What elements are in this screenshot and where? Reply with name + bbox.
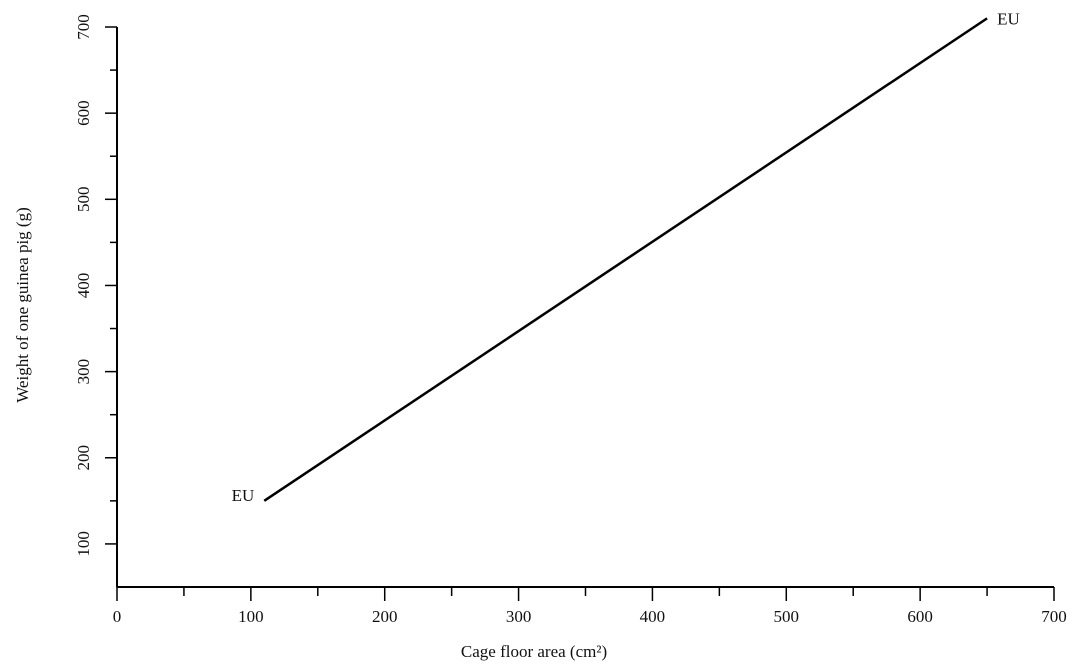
y-tick-label: 700: [74, 14, 93, 40]
y-tick-label: 400: [74, 273, 93, 299]
x-tick-label: 500: [774, 607, 800, 626]
series-layer: [263, 17, 988, 502]
x-axis-ticks: 0 100 200 300 400 500 600 700: [113, 587, 1067, 626]
y-tick-label: 100: [74, 531, 93, 557]
x-tick-label: 300: [506, 607, 532, 626]
x-tick-label: 0: [113, 607, 122, 626]
y-axis-label: Weight of one guinea pig (g): [13, 207, 32, 403]
eu-annotation: EU: [232, 486, 255, 505]
y-tick-label: 300: [74, 359, 93, 385]
eu-annotation: EU: [997, 9, 1020, 28]
y-tick-label: 600: [74, 100, 93, 126]
y-tick-label: 200: [74, 445, 93, 471]
series-line: [263, 17, 988, 502]
x-axis-label: Cage floor area (cm²): [461, 642, 607, 661]
x-tick-label: 400: [640, 607, 666, 626]
x-tick-label: 200: [372, 607, 398, 626]
y-tick-label: 500: [74, 187, 93, 213]
x-tick-label: 100: [238, 607, 264, 626]
x-tick-label: 700: [1041, 607, 1067, 626]
y-axis-ticks: 100 200 300 400 500 600 700: [74, 14, 117, 557]
annotation-layer: EU EU: [232, 9, 1020, 504]
x-tick-label: 600: [907, 607, 933, 626]
